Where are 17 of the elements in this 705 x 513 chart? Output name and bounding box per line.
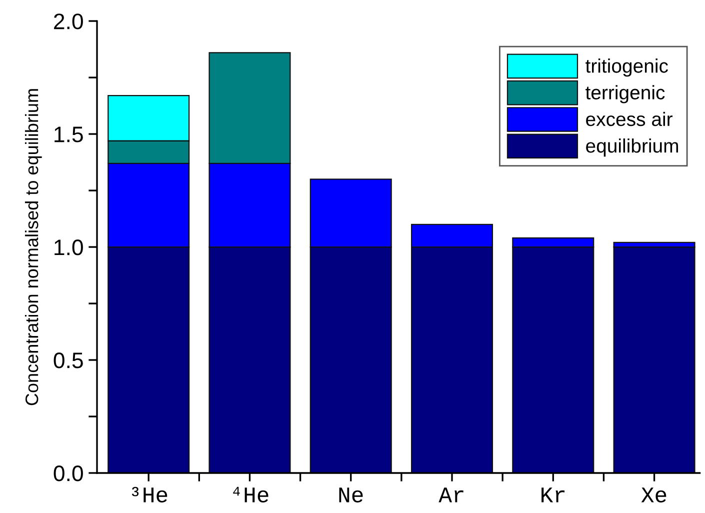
y-tick-label: 1.5	[54, 126, 83, 142]
legend-label: equilibrium	[586, 138, 678, 157]
legend-label: terrigenic	[586, 85, 665, 104]
y-tick-label: 0.0	[54, 466, 83, 482]
y-tick-label: 1.0	[54, 240, 83, 256]
x-tick-label: ⁴He	[233, 486, 268, 503]
x-tick-label: Ar	[438, 488, 464, 502]
y-axis-title: Concentration normalised to equilibrium	[24, 89, 42, 406]
x-tick-label: Ne	[339, 488, 363, 503]
x-tick-label: Kr	[542, 488, 564, 502]
x-tick-label: Xe	[641, 488, 666, 503]
legend-label: excess air	[586, 112, 672, 126]
y-tick-label: 0.5	[54, 352, 83, 368]
bar	[613, 246, 696, 473]
x-tick-label: ³He	[132, 486, 168, 503]
legend-label: tritiogenic	[586, 58, 668, 77]
y-tick-label: 2.0	[54, 14, 83, 30]
